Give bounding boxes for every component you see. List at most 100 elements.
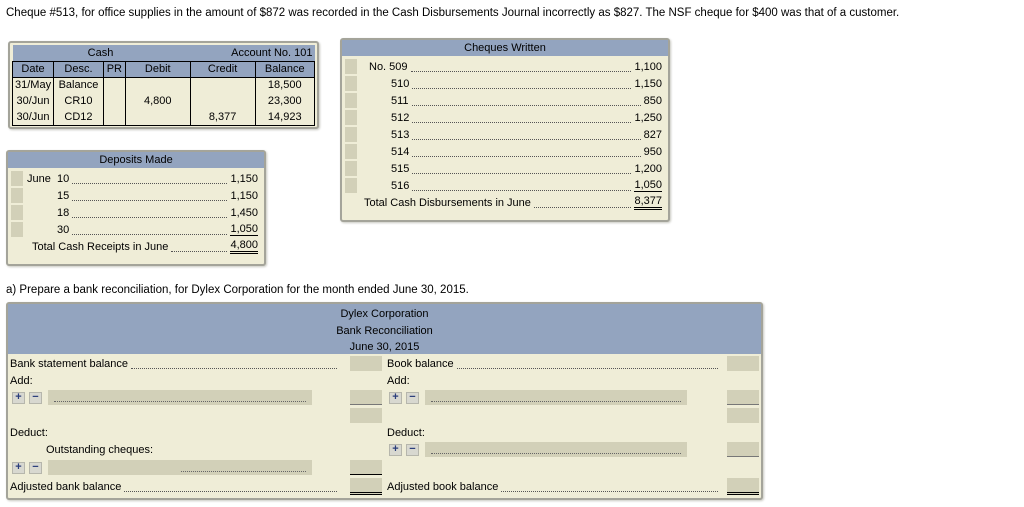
row-marker: [345, 93, 357, 108]
cell-date: 31/May: [11, 77, 55, 93]
deposit-amount: 1,450: [230, 206, 258, 219]
remove-row-minus-button[interactable]: −: [29, 391, 42, 404]
list-item: 510 1,150: [342, 75, 662, 92]
bank-add-amount-input[interactable]: [350, 390, 382, 405]
outstanding-cheques-label: Outstanding cheques:: [46, 443, 154, 456]
leader-dots: [533, 198, 632, 208]
cash-ledger-table: Cash Account No. 101 Date Desc. PR Debit…: [11, 45, 316, 126]
book-deduct-label: Deduct:: [387, 426, 425, 439]
row-marker: [345, 161, 357, 176]
ledger-account-no: Account No. 101: [190, 45, 315, 61]
add-row-plus-button[interactable]: +: [12, 391, 25, 404]
cheques-panel: Cheques Written No. 509 1,100 510 1,150 …: [340, 38, 670, 222]
row-marker: [345, 178, 357, 193]
row-marker: [11, 205, 23, 220]
bank-add-description-input[interactable]: [48, 390, 312, 405]
book-deduct-amount-input[interactable]: [727, 442, 759, 457]
deposits-title: Deposits Made: [8, 152, 264, 168]
list-item: June 10 1,150: [8, 170, 258, 187]
ledger-title: Cash: [12, 45, 126, 61]
list-item: 516 1,050: [342, 177, 662, 194]
deposit-date: 30: [57, 223, 70, 236]
outstanding-cheque-amount-input[interactable]: [350, 460, 382, 475]
cell-credit: 8,377: [189, 109, 256, 126]
book-deduct-description-input[interactable]: [425, 442, 687, 457]
book-balance-input[interactable]: [727, 356, 759, 371]
col-desc: Desc.: [53, 60, 104, 78]
leader-dots: [501, 482, 718, 492]
deposit-amount: 1,050: [230, 223, 258, 236]
row-marker: [345, 127, 357, 142]
leader-dots: [72, 191, 228, 201]
row-marker: [345, 76, 357, 91]
cell-date: 30/Jun: [11, 109, 55, 126]
remove-row-minus-button[interactable]: −: [406, 443, 419, 456]
cheque-number: 510: [391, 77, 410, 90]
book-add-label: Add:: [387, 374, 410, 387]
cell-desc: CD12: [53, 109, 104, 126]
cell-pr: [102, 77, 126, 93]
bank-reconciliation-form: Dylex Corporation Bank Reconciliation Ju…: [6, 302, 763, 500]
adjusted-bank-balance-input[interactable]: [350, 478, 382, 495]
add-row-plus-button[interactable]: +: [389, 443, 402, 456]
cheque-amount: 950: [643, 145, 662, 158]
cheque-number: 512: [391, 111, 410, 124]
book-add-subtotal-input[interactable]: [727, 408, 759, 423]
cheque-amount: 1,100: [634, 60, 662, 73]
deposit-amount: 1,150: [230, 172, 258, 185]
bank-deduct-label: Deduct:: [10, 426, 48, 439]
leader-dots: [412, 113, 632, 123]
book-add-amount-input[interactable]: [727, 390, 759, 405]
remove-row-minus-button[interactable]: −: [406, 391, 419, 404]
leader-dots: [456, 359, 718, 369]
bank-add-label: Add:: [10, 374, 33, 387]
statement-title: Bank Reconciliation: [336, 324, 433, 337]
problem-statement: Cheque #513, for office supplies in the …: [6, 7, 900, 19]
leader-dots: [124, 482, 337, 492]
cell-debit: 4,800: [124, 93, 191, 109]
table-row: 30/Jun CR10 4,800 23,300: [11, 93, 316, 109]
bank-add-subtotal-input[interactable]: [350, 408, 382, 423]
deposit-date: June 10: [27, 172, 70, 185]
cell-credit: [189, 93, 256, 109]
statement-date: June 30, 2015: [349, 341, 420, 353]
leader-dots: [412, 130, 641, 140]
adjusted-book-balance-input[interactable]: [727, 478, 759, 495]
bank-statement-balance-label: Bank statement balance: [10, 357, 129, 370]
leader-dots: [72, 208, 228, 218]
leader-dots: [412, 79, 632, 89]
list-item: 515 1,200: [342, 160, 662, 177]
book-add-row-controls: + −: [389, 389, 423, 406]
col-pr: PR: [102, 60, 126, 78]
remove-row-minus-button[interactable]: −: [29, 461, 42, 474]
adjusted-bank-balance-row: Adjusted bank balance: [10, 478, 340, 495]
list-item: 511 850: [342, 92, 662, 109]
list-item: 15 1,150: [8, 187, 258, 204]
leader-dots: [412, 181, 632, 191]
add-row-plus-button[interactable]: +: [389, 391, 402, 404]
cheque-amount: 850: [643, 94, 662, 107]
add-row-plus-button[interactable]: +: [12, 461, 25, 474]
cheque-amount: 1,050: [634, 179, 662, 192]
adjusted-book-balance-label: Adjusted book balance: [387, 480, 499, 493]
list-item: 513 827: [342, 126, 662, 143]
book-add-description-input[interactable]: [425, 390, 687, 405]
list-item: 512 1,250: [342, 109, 662, 126]
cheque-number: 511: [391, 94, 409, 107]
cheque-number: 514: [391, 145, 410, 158]
row-marker: [11, 222, 23, 237]
list-item: No. 509 1,100: [342, 58, 662, 75]
total-amount: 4,800: [230, 239, 258, 254]
leader-dots: [72, 225, 228, 235]
company-name: Dylex Corporation: [340, 308, 429, 320]
table-row: 30/Jun CD12 8,377 14,923: [11, 109, 316, 126]
cheque-amount: 1,150: [634, 77, 662, 90]
leader-dots: [72, 174, 228, 184]
cheques-total-row: Total Cash Disbursements in June 8,377: [342, 194, 662, 211]
bank-statement-balance-input[interactable]: [350, 356, 382, 371]
book-balance-label: Book balance: [387, 357, 454, 370]
cell-pr: [102, 109, 126, 126]
deposits-panel: Deposits Made June 10 1,150 15 1,150 18 …: [6, 150, 266, 266]
outstanding-cheque-description-input[interactable]: [48, 460, 312, 475]
leader-dots: [171, 242, 228, 252]
